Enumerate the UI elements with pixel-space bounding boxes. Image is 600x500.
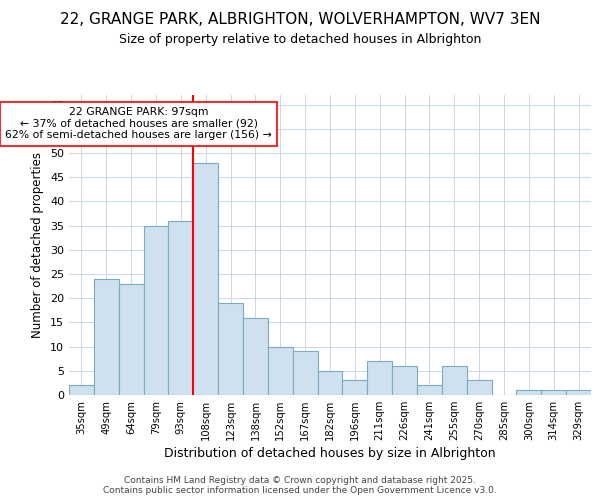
Text: Contains HM Land Registry data © Crown copyright and database right 2025.
Contai: Contains HM Land Registry data © Crown c… bbox=[103, 476, 497, 495]
Bar bbox=[69, 386, 94, 395]
X-axis label: Distribution of detached houses by size in Albrighton: Distribution of detached houses by size … bbox=[164, 447, 496, 460]
Bar bbox=[566, 390, 591, 395]
Bar bbox=[143, 226, 169, 395]
Bar bbox=[317, 371, 343, 395]
Bar bbox=[243, 318, 268, 395]
Bar bbox=[193, 162, 218, 395]
Bar bbox=[392, 366, 417, 395]
Text: 22 GRANGE PARK: 97sqm
← 37% of detached houses are smaller (92)
62% of semi-deta: 22 GRANGE PARK: 97sqm ← 37% of detached … bbox=[5, 107, 272, 140]
Y-axis label: Number of detached properties: Number of detached properties bbox=[31, 152, 44, 338]
Bar bbox=[94, 279, 119, 395]
Bar bbox=[268, 346, 293, 395]
Bar bbox=[467, 380, 491, 395]
Bar bbox=[343, 380, 367, 395]
Bar bbox=[293, 352, 317, 395]
Bar bbox=[517, 390, 541, 395]
Bar bbox=[442, 366, 467, 395]
Bar bbox=[169, 221, 193, 395]
Text: 22, GRANGE PARK, ALBRIGHTON, WOLVERHAMPTON, WV7 3EN: 22, GRANGE PARK, ALBRIGHTON, WOLVERHAMPT… bbox=[60, 12, 540, 28]
Text: Size of property relative to detached houses in Albrighton: Size of property relative to detached ho… bbox=[119, 32, 481, 46]
Bar bbox=[367, 361, 392, 395]
Bar bbox=[218, 303, 243, 395]
Bar bbox=[541, 390, 566, 395]
Bar bbox=[119, 284, 143, 395]
Bar bbox=[417, 386, 442, 395]
